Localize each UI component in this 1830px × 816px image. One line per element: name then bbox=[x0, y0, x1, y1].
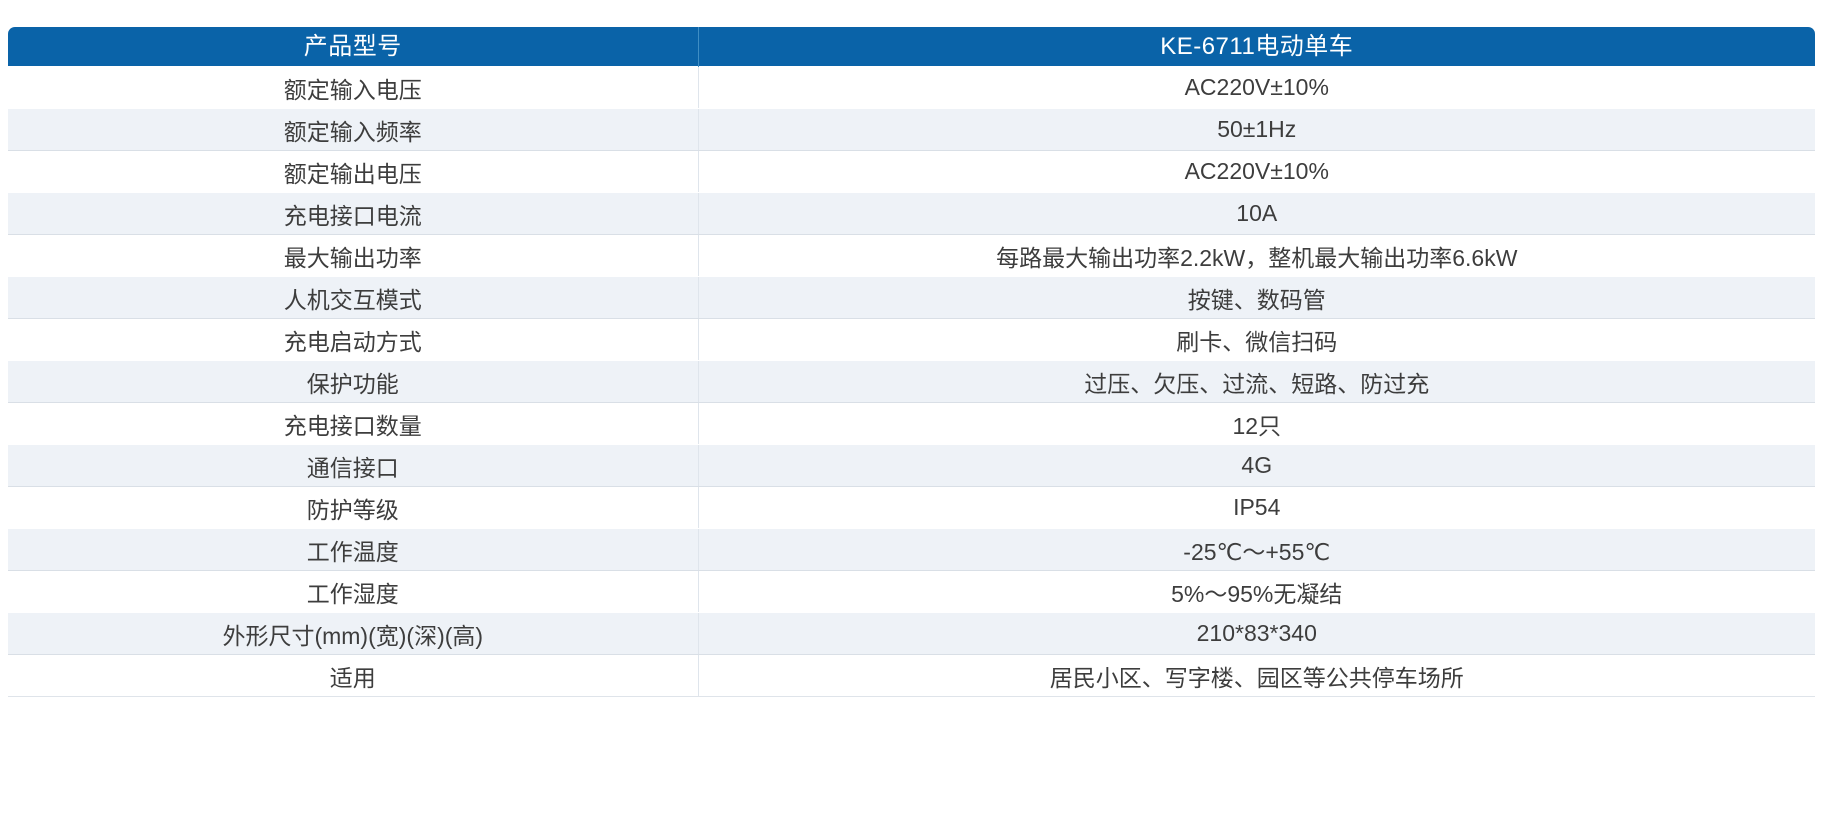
table-row: 工作湿度 5%～95%无凝结 bbox=[8, 570, 1815, 613]
header-cell-product-name: KE-6711电动单车 bbox=[698, 27, 1815, 67]
spec-label-cell: 防护等级 bbox=[8, 486, 699, 529]
spec-value-cell: IP54 bbox=[698, 486, 1815, 529]
spec-value-cell: 4G bbox=[698, 444, 1815, 487]
spec-value-cell: 50±1Hz bbox=[698, 108, 1815, 151]
table-header-row: 产品型号 KE-6711电动单车 bbox=[8, 27, 1815, 67]
table-row: 额定输入电压 AC220V±10% bbox=[8, 66, 1815, 109]
table-row: 防护等级 IP54 bbox=[8, 486, 1815, 529]
spec-label-cell: 人机交互模式 bbox=[8, 276, 699, 319]
spec-label-cell: 充电启动方式 bbox=[8, 318, 699, 361]
spec-value-cell: 每路最大输出功率2.2kW，整机最大输出功率6.6kW bbox=[698, 234, 1815, 277]
spec-label-cell: 额定输出电压 bbox=[8, 150, 699, 193]
table-header: 产品型号 KE-6711电动单车 bbox=[8, 27, 1815, 67]
spec-value-cell: 过压、欠压、过流、短路、防过充 bbox=[698, 360, 1815, 403]
spec-label-cell: 适用 bbox=[8, 654, 699, 697]
spec-label-cell: 额定输入电压 bbox=[8, 66, 699, 109]
spec-value-cell: 210*83*340 bbox=[698, 612, 1815, 655]
spec-value-cell: 12只 bbox=[698, 402, 1815, 445]
table-body: 额定输入电压 AC220V±10% 额定输入频率 50±1Hz 额定输出电压 AC220V… bbox=[8, 66, 1815, 697]
spec-label-cell: 充电接口电流 bbox=[8, 192, 699, 235]
table-row: 通信接口 4G bbox=[8, 444, 1815, 487]
table-row: 充电接口数量 12只 bbox=[8, 402, 1815, 445]
spec-label-cell: 额定输入频率 bbox=[8, 108, 699, 151]
product-spec-table: 产品型号 KE-6711电动单车 额定输入电压 AC220V±10% 额定输入频率 5… bbox=[8, 27, 1815, 697]
spec-value-cell: 刷卡、微信扫码 bbox=[698, 318, 1815, 361]
table-row: 外形尺寸(mm)(宽)(深)(高) 210*83*340 bbox=[8, 612, 1815, 655]
table-row: 保护功能 过压、欠压、过流、短路、防过充 bbox=[8, 360, 1815, 403]
spec-value-cell: 居民小区、写字楼、园区等公共停车场所 bbox=[698, 654, 1815, 697]
spec-label-cell: 工作湿度 bbox=[8, 570, 699, 613]
spec-value-cell: AC220V±10% bbox=[698, 150, 1815, 193]
spec-value-cell: 按键、数码管 bbox=[698, 276, 1815, 319]
spec-label-cell: 保护功能 bbox=[8, 360, 699, 403]
spec-value-cell: AC220V±10% bbox=[698, 66, 1815, 109]
header-cell-product-model: 产品型号 bbox=[8, 27, 699, 67]
table-row: 充电接口电流 10A bbox=[8, 192, 1815, 235]
spec-label-cell: 通信接口 bbox=[8, 444, 699, 487]
table-row: 工作温度 -25℃～+55℃ bbox=[8, 528, 1815, 571]
table-row: 额定输出电压 AC220V±10% bbox=[8, 150, 1815, 193]
spec-label-cell: 外形尺寸(mm)(宽)(深)(高) bbox=[8, 612, 699, 655]
table-row: 最大输出功率 每路最大输出功率2.2kW，整机最大输出功率6.6kW bbox=[8, 234, 1815, 277]
spec-value-cell: -25℃～+55℃ bbox=[698, 528, 1815, 571]
spec-value-cell: 5%～95%无凝结 bbox=[698, 570, 1815, 613]
product-spec-table-container: 产品型号 KE-6711电动单车 额定输入电压 AC220V±10% 额定输入频率 5… bbox=[8, 27, 1815, 697]
table-row: 人机交互模式 按键、数码管 bbox=[8, 276, 1815, 319]
table-row: 额定输入频率 50±1Hz bbox=[8, 108, 1815, 151]
spec-value-cell: 10A bbox=[698, 192, 1815, 235]
spec-label-cell: 最大输出功率 bbox=[8, 234, 699, 277]
table-row: 适用 居民小区、写字楼、园区等公共停车场所 bbox=[8, 654, 1815, 697]
table-row: 充电启动方式 刷卡、微信扫码 bbox=[8, 318, 1815, 361]
spec-label-cell: 充电接口数量 bbox=[8, 402, 699, 445]
spec-label-cell: 工作温度 bbox=[8, 528, 699, 571]
